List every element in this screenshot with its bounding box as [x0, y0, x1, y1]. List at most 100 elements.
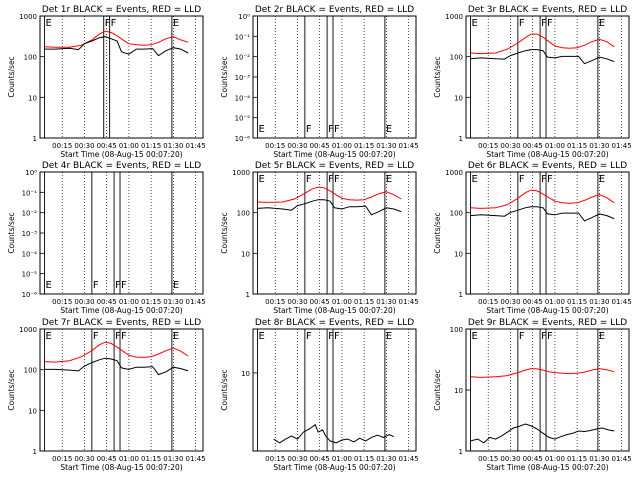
flag-label: E [258, 331, 264, 342]
flag-label: E [386, 331, 392, 342]
x-tick-label: 00:30 [500, 298, 520, 306]
flag-label: E [45, 18, 51, 29]
flag-label: F [541, 174, 547, 185]
x-tick-label: 00:15 [52, 298, 72, 306]
x-tick-label: 00:45 [310, 455, 330, 463]
x-tick-label: 01:15 [354, 142, 374, 150]
flag-label: F [306, 124, 312, 135]
events-series-line [44, 36, 189, 57]
x-tick-label: 01:00 [545, 142, 565, 150]
panel-det9: Det 9r BLACK = Events, RED = LLD 00:15 00:… [433, 318, 632, 472]
x-axis-label: Start Time (08-Aug-15 00:07:20) [486, 150, 608, 159]
y-tick-label: 100 [24, 54, 37, 62]
flag-label: E [173, 280, 179, 291]
flag-label: E [173, 331, 179, 342]
x-tick-label: 01:00 [119, 455, 139, 463]
x-tick-label: 01:30 [376, 298, 396, 306]
lld-series-line [470, 189, 615, 209]
x-tick-label: 01:00 [119, 298, 139, 306]
x-tick-label: 01:15 [567, 455, 587, 463]
flag-label: F [547, 174, 553, 185]
x-tick-label: 00:45 [97, 298, 117, 306]
panel-title: Det 3r BLACK = Events, RED = LLD [468, 5, 627, 15]
y-tick-label: 10⁻³ [22, 230, 38, 238]
x-tick-label: 00:45 [97, 455, 117, 463]
y-tick-label: 1 [33, 135, 37, 143]
flag-label: E [386, 174, 392, 185]
flag-label: F [93, 331, 99, 342]
x-tick-label: 00:45 [97, 142, 117, 150]
events-series-line [44, 357, 189, 376]
y-tick-label: 100 [24, 367, 37, 375]
flag-label: F [519, 174, 525, 185]
events-series-line [470, 49, 615, 65]
flag-label: E [45, 280, 51, 291]
x-tick-label: 00:15 [478, 455, 498, 463]
y-tick-label: 100 [450, 210, 463, 218]
x-tick-label: 01:30 [163, 298, 183, 306]
x-axis-label: Start Time (08-Aug-15 00:07:20) [486, 463, 608, 472]
panel-title: Det 4r BLACK = Events, RED = LLD [42, 161, 201, 171]
flag-label: E [386, 124, 392, 135]
y-tick-label: 1000 [232, 169, 250, 177]
x-tick-label: 01:45 [185, 455, 205, 463]
flag-label: E [471, 18, 477, 29]
flag-label: F [547, 18, 553, 29]
x-tick-label: 01:15 [567, 298, 587, 306]
x-tick-label: 01:30 [589, 142, 609, 150]
x-tick-label: 00:15 [265, 455, 285, 463]
y-tick-label: 10⁻⁵ [22, 271, 38, 279]
x-tick-label: 01:45 [611, 455, 631, 463]
flag-label: F [306, 174, 312, 185]
y-tick-label: 10⁻⁵ [235, 115, 251, 123]
x-axis-label: Start Time (08-Aug-15 00:07:20) [273, 463, 395, 472]
y-tick-label: 10 [28, 94, 37, 102]
y-axis-label: Counts/sec [7, 56, 16, 97]
flag-label: E [45, 331, 51, 342]
y-tick-label: 1 [459, 135, 463, 143]
y-tick-label: 10 [454, 94, 463, 102]
events-series-line [470, 423, 615, 444]
y-axis-label: Counts/sec [433, 369, 442, 410]
y-tick-label: 10⁻⁴ [235, 94, 251, 102]
flag-label: E [258, 124, 264, 135]
plot-frame [252, 328, 417, 452]
x-tick-label: 01:00 [332, 142, 352, 150]
y-tick-label: 10⁰ [238, 13, 250, 21]
y-tick-label: 1000 [445, 13, 463, 21]
x-tick-label: 01:15 [354, 298, 374, 306]
flag-label: F [121, 331, 127, 342]
x-tick-label: 01:45 [398, 142, 418, 150]
plot-frame [252, 171, 417, 295]
x-tick-label: 01:45 [611, 142, 631, 150]
y-tick-label: 100 [237, 210, 250, 218]
lld-series-line [470, 33, 615, 55]
y-tick-label: 10⁻⁶ [22, 291, 38, 299]
panel-title: Det 2r BLACK = Events, RED = LLD [255, 5, 414, 15]
flag-label: F [111, 18, 117, 29]
panel-title: Det 9r BLACK = Events, RED = LLD [468, 318, 627, 328]
flag-label: F [121, 280, 127, 291]
y-axis-label: Counts/sec [220, 212, 229, 253]
y-axis-label: Counts/sec [433, 212, 442, 253]
y-tick-label: 1000 [445, 169, 463, 177]
x-tick-label: 01:00 [332, 298, 352, 306]
x-axis-label: Start Time (08-Aug-15 00:07:20) [273, 306, 395, 315]
panel-det4: Det 4r BLACK = Events, RED = LLD 00:15 00:… [7, 161, 206, 315]
x-tick-label: 00:30 [287, 455, 307, 463]
y-axis-label: Counts/sec [7, 212, 16, 253]
flag-label: E [258, 174, 264, 185]
x-tick-label: 01:15 [141, 142, 161, 150]
plot-frame [39, 15, 204, 139]
lld-series-line [44, 341, 189, 363]
x-tick-label: 00:30 [74, 142, 94, 150]
y-tick-label: 1000 [19, 326, 37, 334]
y-tick-label: 100 [450, 54, 463, 62]
flag-label: F [328, 124, 334, 135]
x-tick-label: 00:45 [523, 455, 543, 463]
x-tick-label: 01:30 [163, 142, 183, 150]
